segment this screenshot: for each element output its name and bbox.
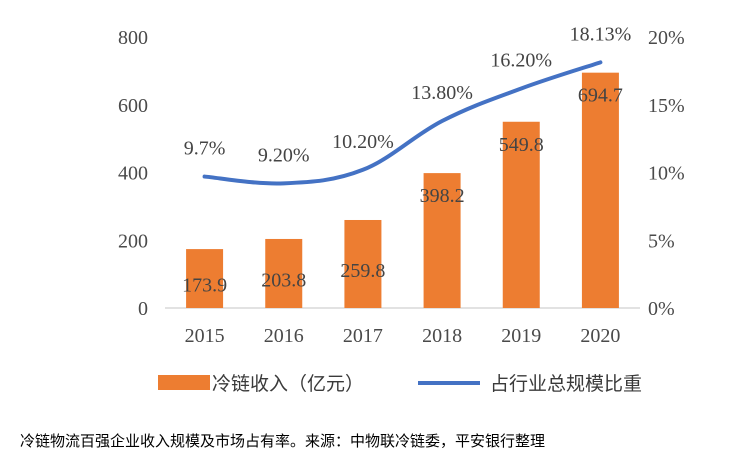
line-value-label: 13.80% [411,82,473,104]
x-axis-ticks: 2015 2016 2017 2018 2019 2020 [185,325,621,347]
left-y-tick-label: 600 [118,95,148,117]
line-value-label: 16.20% [490,49,552,71]
bar [186,249,224,308]
line-series [202,60,603,186]
x-tick-label: 2019 [501,325,541,347]
x-tick-label: 2018 [422,325,462,347]
bar [581,72,619,308]
left-y-tick-label: 0 [138,298,148,320]
right-y-tick-label: 20% [648,27,685,49]
right-y-axis: 0% 5% 10% 15% 20% [648,27,685,320]
right-y-tick-label: 0% [648,298,675,320]
x-tick-label: 2017 [343,325,383,347]
bar [344,219,382,308]
figure-caption: 冷链物流百强企业收入规模及市场占有率。来源：中物联冷链委，平安银行整理 [20,432,546,450]
bar-value-label: 398.2 [420,185,465,207]
legend-swatch-bar [158,375,210,390]
bar-data-labels: 173.9 203.8 259.8 398.2 549.8 694.7 [182,85,623,297]
right-y-tick-label: 5% [648,230,675,252]
bar-value-label: 694.7 [578,85,623,107]
bar-value-label: 549.8 [499,134,544,156]
bar [502,121,540,308]
left-y-tick-label: 200 [118,230,148,252]
x-tick-label: 2020 [580,325,620,347]
x-tick-label: 2016 [264,325,304,347]
line-value-label: 9.7% [184,138,226,160]
left-y-tick-label: 400 [118,163,148,185]
legend: 冷链收入（亿元） 占行业总规模比重 [158,373,642,395]
legend-label-bar: 冷链收入（亿元） [212,373,364,395]
bar-value-label: 173.9 [182,275,227,297]
line-value-label: 10.20% [332,131,394,153]
right-y-tick-label: 15% [648,95,685,117]
bar-value-label: 259.8 [340,260,385,282]
left-y-axis: 0 200 400 600 800 [118,27,148,320]
chart: 0 200 400 600 800 0% 5% 10% 15% 20% 173.9 203.8 25… [118,23,685,395]
bar [265,238,303,308]
line-data-labels: 9.7% 9.20% 10.20% 13.80% 16.20% 18.13% [184,23,632,166]
left-y-tick-label: 800 [118,27,148,49]
bar-series [186,72,619,308]
bar [423,173,461,308]
x-tick-label: 2015 [185,325,225,347]
bar-value-label: 203.8 [261,269,306,291]
legend-label-line: 占行业总规模比重 [490,373,642,395]
line-value-label: 18.13% [570,23,632,45]
right-y-tick-label: 10% [648,163,685,185]
line-value-label: 9.20% [258,144,310,166]
